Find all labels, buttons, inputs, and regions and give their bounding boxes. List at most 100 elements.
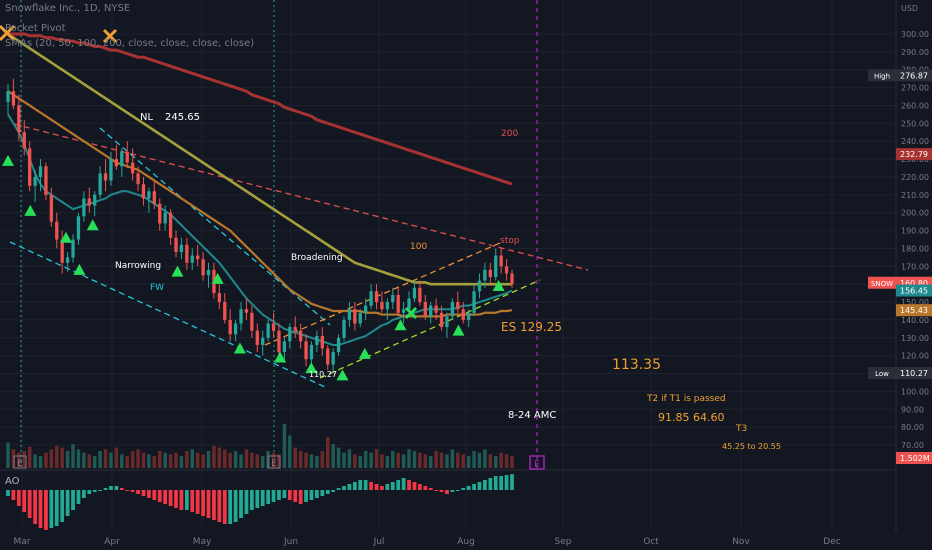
pocket-pivot-triangle <box>394 319 407 331</box>
t2-note-label: T2 if T1 is passed <box>646 394 726 404</box>
ao-bar <box>71 490 75 510</box>
sma-lines <box>7 32 513 346</box>
volume-bar <box>418 452 422 468</box>
candle-body <box>472 291 476 313</box>
chart-title: Snowflake Inc., 1D, NYSE <box>5 3 131 14</box>
volume-bar <box>483 449 487 468</box>
price-tag-name-bg <box>868 69 896 82</box>
ao-bar <box>493 476 498 490</box>
candle-body <box>98 173 102 195</box>
candle-body <box>60 239 64 263</box>
ao-bar <box>49 490 54 528</box>
y-tick-label: 100.00 <box>901 387 929 396</box>
candle-body <box>174 237 178 253</box>
ao-bar <box>65 490 70 516</box>
price-tag-bg <box>896 452 932 464</box>
volume-bar <box>44 452 48 468</box>
nl-value-label: 245.65 <box>165 112 200 123</box>
candle-body <box>326 348 330 365</box>
candle-body <box>298 330 303 342</box>
ao-bar <box>461 488 466 490</box>
volume-bar <box>342 452 346 468</box>
ao-bar <box>119 488 124 490</box>
candle-body <box>22 132 26 149</box>
y-tick-label: 260.00 <box>901 101 929 110</box>
candle-body <box>271 323 276 331</box>
ao-bar <box>255 490 260 508</box>
volume-bar <box>141 452 146 468</box>
ao-bar <box>125 490 130 491</box>
candle-body <box>331 352 335 365</box>
volume-bar <box>195 452 200 468</box>
x-tick-label: May <box>193 537 212 547</box>
pocket-pivot-triangle <box>358 347 371 359</box>
volume-bar <box>136 449 140 468</box>
y-tick-label: 270.00 <box>901 84 929 93</box>
candle-body <box>288 327 292 342</box>
volume-bar <box>298 451 303 468</box>
ao-bar <box>510 474 514 490</box>
ao-bar <box>222 490 227 524</box>
pocket-pivot-triangle <box>233 342 246 354</box>
candle-body <box>65 257 70 263</box>
candle-body <box>87 198 91 206</box>
ao-bar <box>271 490 276 502</box>
ao-bar <box>428 488 433 490</box>
price-tag-bg <box>896 69 932 82</box>
ao-bar <box>477 482 482 490</box>
volume-bar <box>217 447 222 468</box>
candle-body <box>163 212 167 224</box>
ao-bar <box>239 490 243 518</box>
ao-bar <box>423 486 428 490</box>
volume-bar <box>445 454 449 468</box>
candle-body <box>93 194 97 206</box>
x-tick-label: Mar <box>14 537 31 547</box>
ao-bar <box>266 490 271 504</box>
price-tag-bg <box>896 367 932 380</box>
price-tag-value: 1.502M <box>900 454 930 463</box>
ao-bar <box>347 484 352 490</box>
price-tag-value: 276.87 <box>900 71 928 80</box>
price-tag-value: 145.43 <box>900 306 928 315</box>
ao-bar <box>114 486 119 490</box>
candle-body <box>196 255 200 260</box>
volume-bar <box>87 454 92 468</box>
ao-bar <box>81 490 86 498</box>
candle-body <box>320 336 324 349</box>
price-tag-bg <box>896 148 932 161</box>
sma-200-line <box>8 32 513 186</box>
ao-bar <box>315 490 319 498</box>
volume-bar <box>6 442 10 468</box>
candle-body <box>168 212 173 238</box>
ao-bar <box>103 488 108 490</box>
volume-bars <box>6 423 514 468</box>
volume-bar <box>71 444 75 468</box>
volume-bar <box>168 454 173 468</box>
candle-body <box>456 302 460 310</box>
volume-bar <box>309 454 314 468</box>
volume-bar <box>157 451 162 468</box>
volume-bar <box>325 437 330 468</box>
nl-label: NL <box>140 112 153 123</box>
ao-bar <box>445 490 449 494</box>
volume-bar <box>27 446 32 468</box>
volume-bar <box>504 454 509 468</box>
crossover-marker <box>404 306 418 320</box>
volume-bar <box>17 452 21 468</box>
candle-body <box>499 255 503 267</box>
ao-bar <box>488 478 493 490</box>
volume-bar <box>250 452 254 468</box>
ao-bar <box>195 490 200 514</box>
volume-bar <box>407 449 411 468</box>
candle-body <box>109 159 113 181</box>
volume-bar <box>60 447 64 468</box>
candle-body <box>261 337 265 345</box>
pocket-pivot-triangle <box>452 324 465 336</box>
pocket-pivot-triangle <box>211 272 224 284</box>
ao-bar <box>325 490 330 494</box>
price-tag-name-bg <box>868 276 896 289</box>
sma-20-line <box>7 113 513 346</box>
candle-body <box>445 316 449 328</box>
